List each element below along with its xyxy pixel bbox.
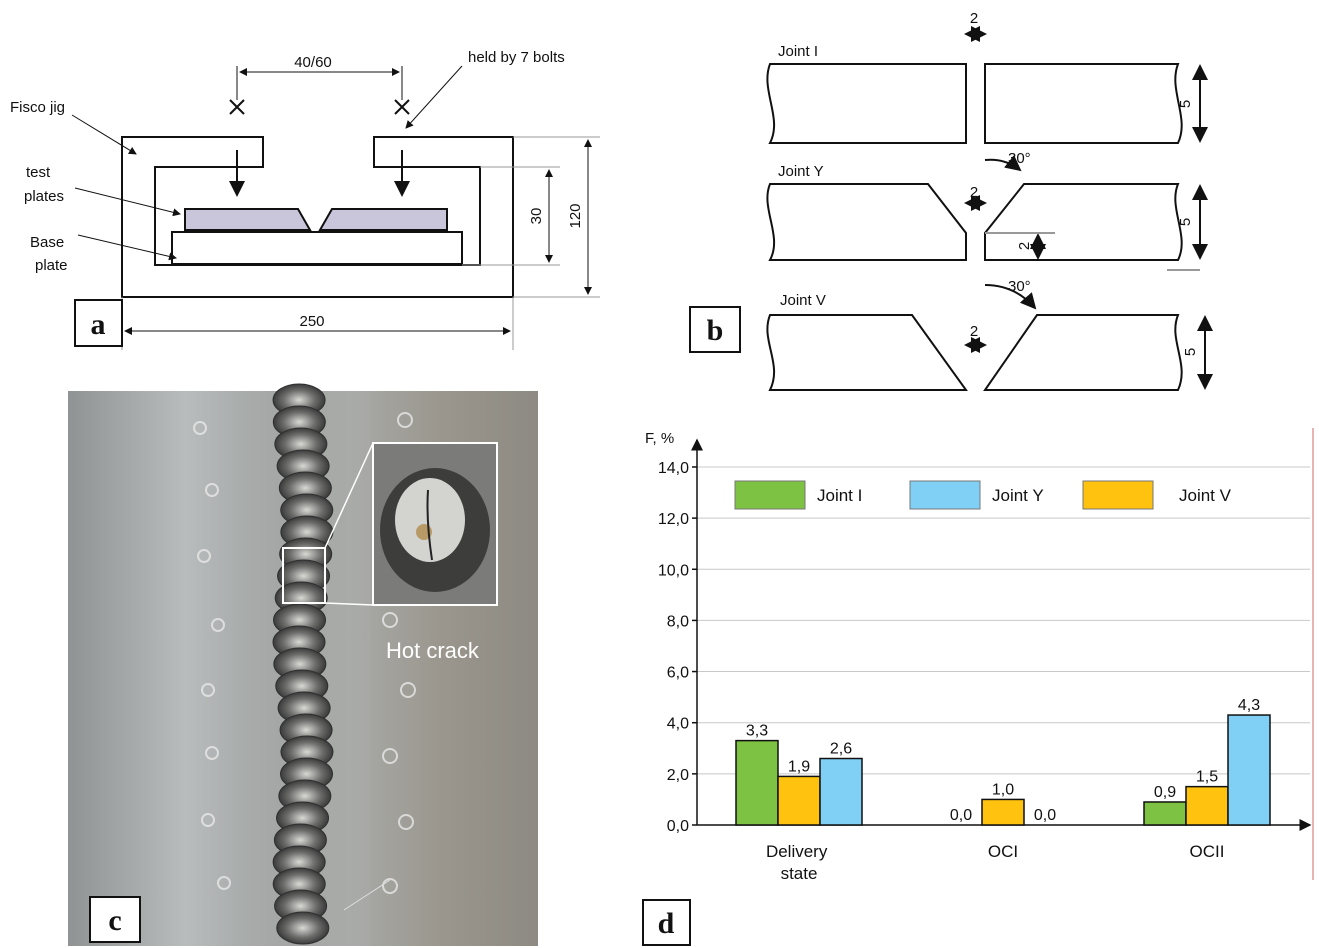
dimension-label: 250 [299,313,324,330]
y-tick-label: 12,0 [658,511,689,528]
dimension-label: 2 [970,10,978,27]
value-label: 0,0 [1034,807,1056,824]
y-tick-label: 14,0 [658,460,689,477]
joint-name: Joint I [778,43,818,60]
bar [1186,787,1228,825]
x-tick-label: Delivery state [766,842,832,883]
legend-swatch [1083,481,1153,509]
joint-name: Joint Y [778,163,824,180]
bar-chart: 0,0 2,0 4,0 6,0 8,0 10,0 12,0 14,0 Joint I Joint … [643,428,1313,945]
y-tick-label: 6,0 [667,665,689,682]
bar [982,799,1024,825]
value-label: 3,3 [746,723,768,740]
bar [736,741,778,825]
y-tick-label: 4,0 [667,716,689,733]
panel-letter: a [91,308,106,341]
value-label: 1,5 [1196,769,1218,786]
legend-swatch [735,481,805,509]
bar [1228,715,1270,825]
value-label: 1,9 [788,758,810,775]
panel-letter: c [108,904,121,937]
y-tick-label: 0,0 [667,818,689,835]
annotation: Fisco jig [10,99,65,116]
angle-label: 30° [1008,150,1031,167]
value-label: 1,0 [992,781,1014,798]
angle-label: 30° [1008,278,1031,295]
dimension-label: 120 [567,203,584,228]
bar [1144,802,1186,825]
dimension-label: 2 [970,184,978,201]
panel-a [72,66,600,350]
dimension-label: 5 [1177,100,1194,108]
dimension-label: 5 [1182,348,1199,356]
figure: 40/60 held by 7 bolts Fisco jig test pla… [0,0,1319,948]
annotation: test [26,164,51,181]
y-axis-title: F, % [645,430,674,447]
dimension-label: 5 [1177,218,1194,226]
y-tick-label: 2,0 [667,767,689,784]
annotation: held by 7 bolts [468,49,565,66]
value-label: 4,3 [1238,697,1260,714]
joint-name: Joint V [780,292,826,309]
dimension-label: 2 [1016,242,1033,250]
panel-b [767,34,1205,390]
panel-c-photo [68,384,538,946]
annotation: Hot crack [386,638,480,663]
weld-bead [277,912,329,944]
panel-letter: d [658,907,675,940]
dimension-label: 30 [528,208,545,225]
bar [778,776,820,825]
legend-label: Joint V [1179,486,1232,505]
y-tick-label: 8,0 [667,613,689,630]
value-label: 0,9 [1154,784,1176,801]
annotation: plates [24,188,64,205]
x-tick-label: OCI [988,842,1018,861]
panel-letter: b [707,314,724,347]
dimension-label: 40/60 [294,54,332,71]
dimension-label: 2 [970,323,978,340]
y-tick-label: 10,0 [658,562,689,579]
bar [820,759,862,825]
legend-label: Joint Y [992,486,1044,505]
value-label: 2,6 [830,741,852,758]
annotation: Base [30,234,64,251]
x-tick-label: OCII [1190,842,1225,861]
annotation: plate [35,257,68,274]
value-label: 0,0 [950,807,972,824]
legend-label: Joint I [817,486,862,505]
legend-swatch [910,481,980,509]
